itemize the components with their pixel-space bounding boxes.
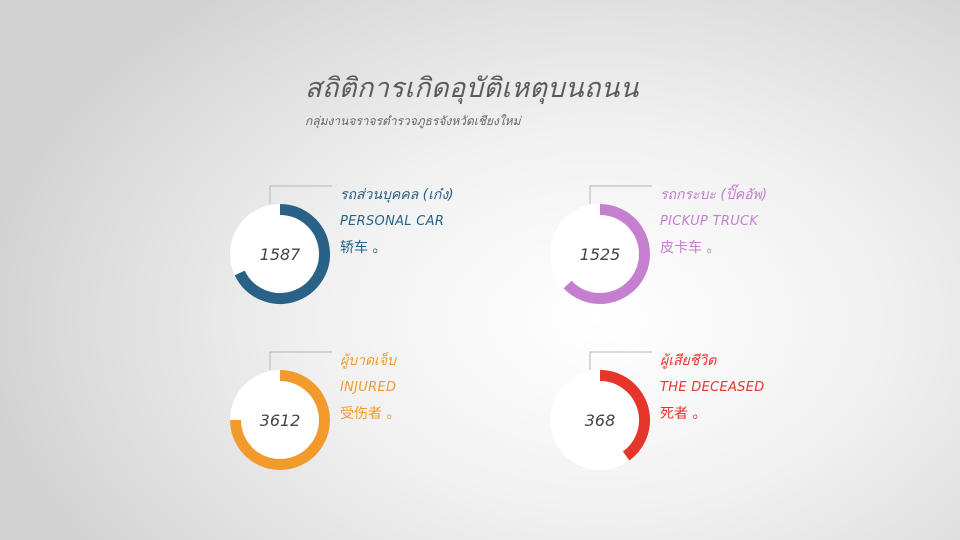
connector-line xyxy=(269,351,332,370)
stat-labels: รถส่วนบุคคล (เก๋ง) PERSONAL CAR 轿车 。 xyxy=(340,184,454,257)
donut-svg xyxy=(230,204,330,304)
donut-arc xyxy=(563,204,650,304)
stat-labels: ผู้บาดเจ็บ INJURED 受伤者 。 xyxy=(340,350,400,423)
donut-arc xyxy=(234,204,330,304)
page-title: สถิติการเกิดอุบัติเหตุบนถนน xyxy=(305,73,639,104)
label-english: PICKUP TRUCK xyxy=(660,214,759,229)
label-chinese: 轿车 。 xyxy=(340,240,387,256)
donut-svg xyxy=(550,370,650,470)
label-thai: รถกระบะ (ปิ๊คอัพ) xyxy=(660,187,768,203)
donut-arc xyxy=(599,370,650,461)
donut-background xyxy=(550,370,650,470)
header: สถิติการเกิดอุบัติเหตุบนถนน กลุ่มงานจราจ… xyxy=(305,66,639,131)
donut-injured: 3612 xyxy=(230,370,330,470)
page-subtitle: กลุ่มงานจราจรตำรวจภูธรจังหวัดเชียงใหม่ xyxy=(305,114,521,128)
donut-background xyxy=(230,370,330,470)
donut-arc xyxy=(230,370,330,470)
connector-line xyxy=(589,351,652,370)
stat-card-injured: 3612 ผู้บาดเจ็บ INJURED 受伤者 。 xyxy=(230,350,530,490)
label-english: PERSONAL CAR xyxy=(340,214,445,229)
stat-card-deceased: 368 ผู้เสียชีวิต THE DECEASED 死者 。 xyxy=(550,350,850,490)
label-thai: รถส่วนบุคคล (เก๋ง) xyxy=(340,187,454,203)
connector-line xyxy=(269,185,332,204)
donut-background xyxy=(550,204,650,304)
label-chinese: 皮卡车 。 xyxy=(660,240,721,256)
label-thai: ผู้เสียชีวิต xyxy=(660,353,717,369)
donut-svg xyxy=(550,204,650,304)
label-english: INJURED xyxy=(340,380,397,395)
donut-svg xyxy=(230,370,330,470)
connector-line xyxy=(589,185,652,204)
label-chinese: 死者 。 xyxy=(660,406,707,422)
stat-value: 1525 xyxy=(579,244,621,264)
stat-card-pickup-truck: 1525 รถกระบะ (ปิ๊คอัพ) PICKUP TRUCK 皮卡车 … xyxy=(550,184,850,324)
stat-labels: รถกระบะ (ปิ๊คอัพ) PICKUP TRUCK 皮卡车 。 xyxy=(660,184,767,257)
donut-personal-car: 1587 xyxy=(230,204,330,304)
stat-value: 3612 xyxy=(259,410,301,430)
stat-value: 1587 xyxy=(259,244,301,264)
stat-card-personal-car: 1587 รถส่วนบุคคล (เก๋ง) PERSONAL CAR 轿车 … xyxy=(230,184,530,324)
donut-deceased: 368 xyxy=(550,370,650,470)
label-thai: ผู้บาดเจ็บ xyxy=(340,353,396,369)
donut-pickup-truck: 1525 xyxy=(550,204,650,304)
label-english: THE DECEASED xyxy=(660,380,765,395)
stat-labels: ผู้เสียชีวิต THE DECEASED 死者 。 xyxy=(660,350,765,423)
stat-value: 368 xyxy=(584,410,616,430)
donut-background xyxy=(230,204,330,304)
label-chinese: 受伤者 。 xyxy=(340,406,401,422)
